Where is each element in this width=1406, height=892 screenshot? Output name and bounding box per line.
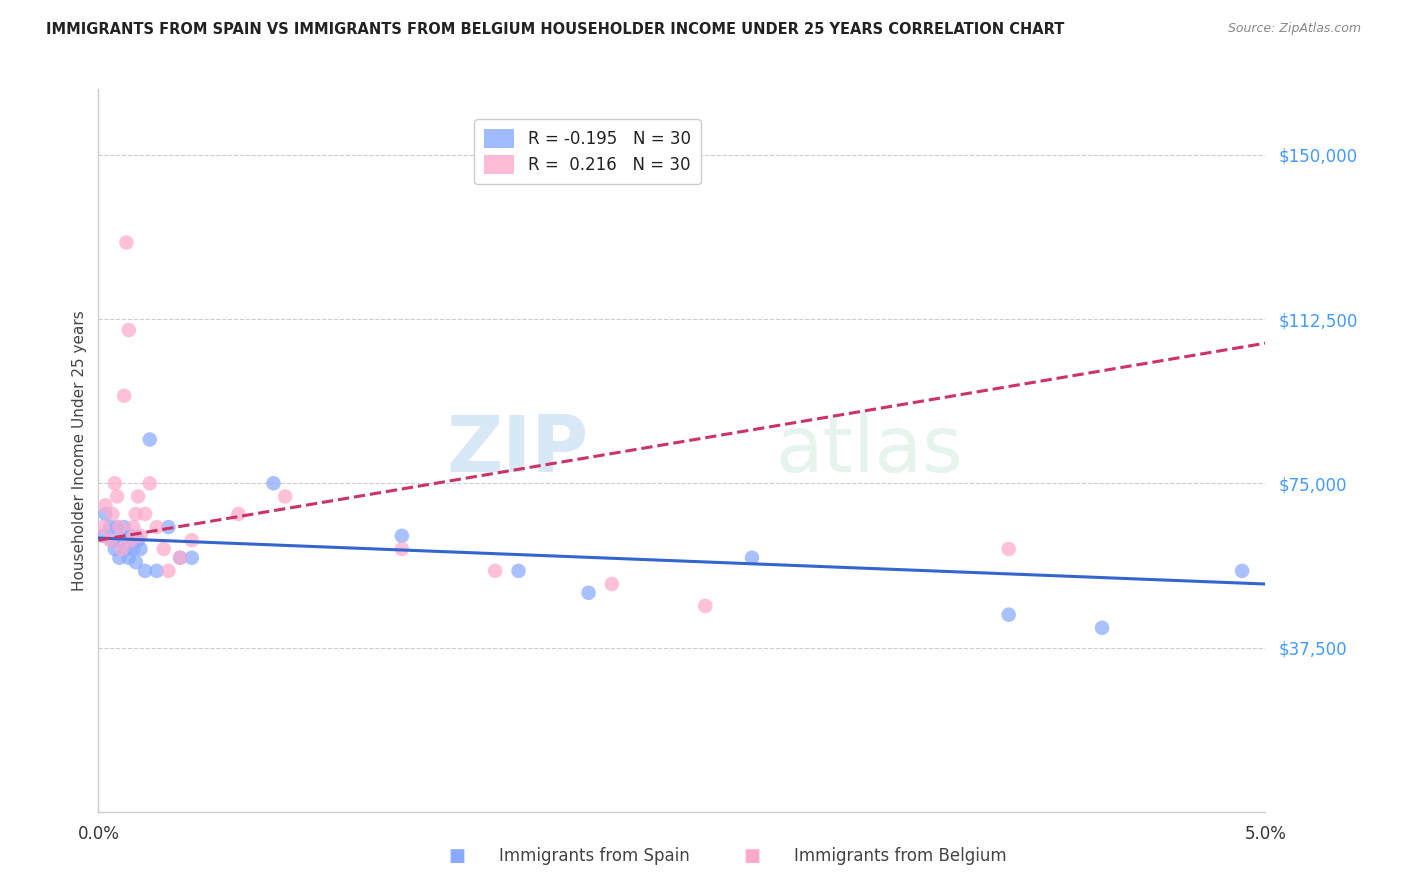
Text: ■: ■ — [744, 847, 761, 865]
Point — [115, 541, 138, 556]
Point — [104, 476, 127, 491]
Point — [180, 550, 202, 565]
Text: Immigrants from Spain: Immigrants from Spain — [499, 847, 690, 865]
Point — [108, 550, 131, 565]
Point — [91, 529, 114, 543]
Text: atlas: atlas — [775, 412, 963, 489]
Point — [228, 507, 250, 521]
Point — [101, 507, 124, 521]
Point — [98, 520, 121, 534]
Point — [139, 476, 162, 491]
Point — [600, 577, 623, 591]
Point — [125, 555, 148, 569]
Point — [105, 490, 128, 504]
Point — [274, 490, 297, 504]
Point — [157, 520, 180, 534]
Point — [146, 564, 169, 578]
Point — [98, 533, 121, 548]
Point — [125, 507, 148, 521]
Point — [94, 498, 117, 512]
Point — [118, 550, 141, 565]
Point — [152, 541, 174, 556]
Legend: R = -0.195   N = 30, R =  0.216   N = 30: R = -0.195 N = 30, R = 0.216 N = 30 — [474, 120, 700, 185]
Point — [139, 433, 162, 447]
Point — [146, 520, 169, 534]
Text: IMMIGRANTS FROM SPAIN VS IMMIGRANTS FROM BELGIUM HOUSEHOLDER INCOME UNDER 25 YEA: IMMIGRANTS FROM SPAIN VS IMMIGRANTS FROM… — [46, 22, 1064, 37]
Point — [118, 323, 141, 337]
Point — [104, 541, 127, 556]
Point — [180, 533, 202, 548]
Text: Source: ZipAtlas.com: Source: ZipAtlas.com — [1227, 22, 1361, 36]
Point — [1230, 564, 1253, 578]
Point — [91, 520, 114, 534]
Point — [129, 529, 152, 543]
Text: Immigrants from Belgium: Immigrants from Belgium — [794, 847, 1007, 865]
Text: ZIP: ZIP — [446, 412, 589, 489]
Point — [105, 520, 128, 534]
Point — [120, 529, 142, 543]
Point — [111, 541, 134, 556]
Point — [741, 550, 763, 565]
Point — [169, 550, 191, 565]
Point — [94, 507, 117, 521]
Point — [157, 564, 180, 578]
Point — [484, 564, 506, 578]
Point — [578, 586, 600, 600]
Point — [1091, 621, 1114, 635]
Point — [112, 389, 135, 403]
Point — [695, 599, 717, 613]
Y-axis label: Householder Income Under 25 years: Householder Income Under 25 years — [72, 310, 87, 591]
Point — [101, 533, 124, 548]
Point — [391, 529, 413, 543]
Point — [127, 490, 149, 504]
Point — [508, 564, 530, 578]
Point — [122, 520, 145, 534]
Point — [997, 541, 1019, 556]
Point — [127, 533, 149, 548]
Point — [391, 541, 413, 556]
Point — [112, 520, 135, 534]
Point — [120, 533, 142, 548]
Point — [129, 541, 152, 556]
Point — [122, 541, 145, 556]
Point — [997, 607, 1019, 622]
Point — [108, 520, 131, 534]
Point — [115, 235, 138, 250]
Point — [262, 476, 284, 491]
Point — [134, 564, 156, 578]
Point — [169, 550, 191, 565]
Text: ■: ■ — [449, 847, 465, 865]
Point — [134, 507, 156, 521]
Point — [111, 533, 134, 548]
